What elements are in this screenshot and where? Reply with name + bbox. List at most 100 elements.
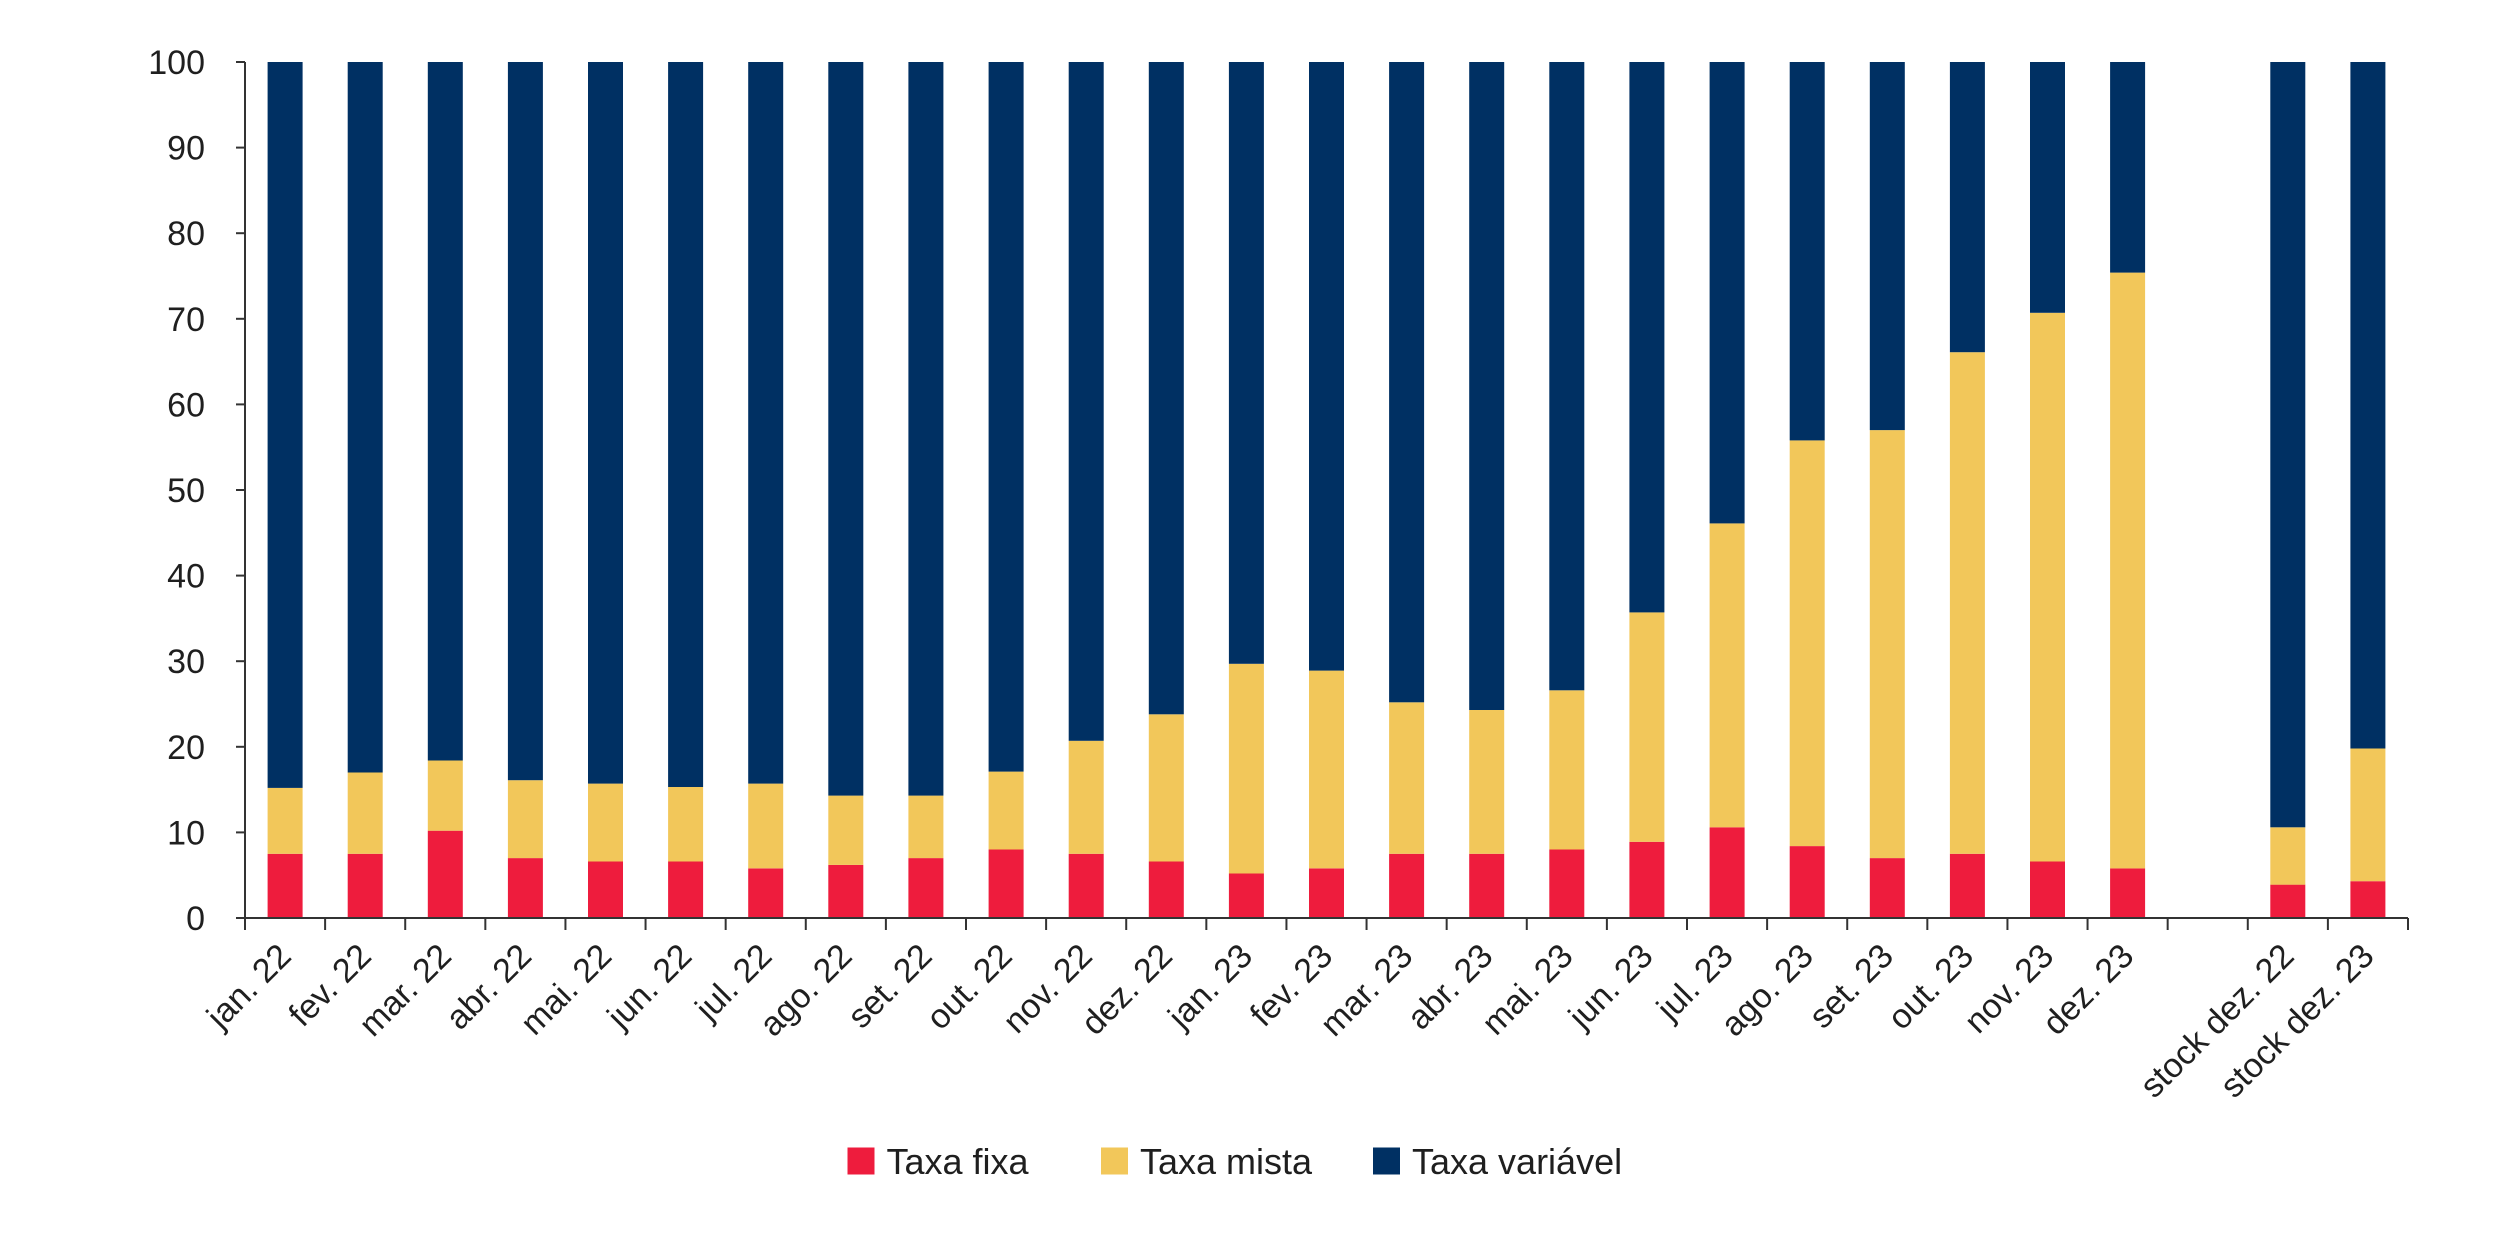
bar-segment-taxa-vari-vel — [1309, 62, 1344, 671]
bar-segment-taxa-vari-vel — [1469, 62, 1505, 710]
bar-segment-taxa-mista — [1549, 690, 1585, 850]
x-tick-label: dez. 22 — [1074, 937, 1180, 1043]
bar-segment-taxa-fixa — [2110, 868, 2146, 918]
bar-segment-taxa-mista — [507, 780, 543, 859]
bar-segment-taxa-vari-vel — [2110, 62, 2146, 273]
bar-segment-taxa-fixa — [1228, 873, 1264, 918]
bar-segment-taxa-mista — [1789, 440, 1825, 847]
bar-segment-taxa-mista — [588, 783, 623, 862]
legend-label: Taxa fixa — [887, 1141, 1030, 1182]
bar-segment-taxa-fixa — [1148, 861, 1184, 918]
bar-segment-taxa-vari-vel — [427, 62, 463, 761]
x-tick-label: mai. 23 — [1475, 937, 1581, 1043]
x-tick-label: mai. 22 — [513, 937, 619, 1043]
bar-segment-taxa-vari-vel — [1949, 62, 1985, 353]
bar-segment-taxa-vari-vel — [1148, 62, 1184, 715]
bar-segment-taxa-fixa — [1949, 853, 1985, 918]
bar-segment-taxa-mista — [1309, 670, 1344, 869]
bar-segment-taxa-fixa — [2030, 861, 2065, 918]
bar-segment-taxa-mista — [828, 795, 864, 865]
bar-segment-taxa-mista — [1068, 740, 1104, 854]
x-tick-label: jun. 22 — [599, 937, 699, 1037]
legend-label: Taxa variável — [1412, 1141, 1622, 1182]
bar-segment-taxa-vari-vel — [1389, 62, 1425, 703]
bar-segment-taxa-fixa — [1469, 853, 1505, 918]
bar-segment-taxa-vari-vel — [347, 62, 383, 773]
y-tick-label: 70 — [167, 301, 205, 339]
bar-segment-taxa-mista — [1709, 523, 1745, 828]
y-tick-label: 90 — [167, 130, 205, 168]
legend-swatch — [1373, 1147, 1400, 1175]
bar-segment-taxa-mista — [1869, 430, 1905, 859]
bar-segment-taxa-fixa — [267, 853, 303, 918]
bar-segment-taxa-fixa — [828, 864, 864, 918]
bar-segment-taxa-vari-vel — [1228, 62, 1264, 664]
y-tick-label: 0 — [186, 900, 205, 938]
y-tick-label: 80 — [167, 215, 205, 253]
bar-segment-taxa-vari-vel — [1709, 62, 1745, 524]
bar-segment-taxa-fixa — [1389, 853, 1425, 918]
bar-segment-taxa-vari-vel — [1068, 62, 1104, 741]
bar-segment-taxa-fixa — [2270, 884, 2306, 918]
bar-segment-taxa-mista — [1228, 663, 1264, 874]
bar-segment-taxa-fixa — [588, 861, 623, 918]
legend-label: Taxa mista — [1140, 1141, 1313, 1182]
bar-segment-taxa-mista — [988, 771, 1024, 850]
bars-layer — [267, 62, 2386, 918]
y-tick-label: 20 — [167, 729, 205, 767]
bar-segment-taxa-mista — [1949, 352, 1985, 854]
bar-segment-taxa-vari-vel — [2030, 62, 2065, 313]
bar-segment-taxa-vari-vel — [2350, 62, 2386, 749]
bar-segment-taxa-mista — [267, 787, 303, 854]
y-tick-label: 40 — [167, 558, 205, 596]
bar-segment-taxa-mista — [2350, 748, 2386, 882]
bar-segment-taxa-mista — [2270, 827, 2306, 885]
x-tick-label: jan. 22 — [199, 937, 299, 1037]
bar-segment-taxa-mista — [668, 787, 704, 862]
bar-segment-taxa-mista — [427, 760, 463, 831]
bar-segment-taxa-fixa — [1869, 858, 1905, 918]
bar-segment-taxa-fixa — [1309, 868, 1344, 918]
bar-segment-taxa-fixa — [427, 830, 463, 918]
bar-segment-taxa-vari-vel — [828, 62, 864, 796]
bar-segment-taxa-fixa — [2350, 881, 2386, 918]
bar-segment-taxa-fixa — [1709, 827, 1745, 918]
bar-segment-taxa-vari-vel — [507, 62, 543, 781]
bar-segment-taxa-vari-vel — [267, 62, 303, 788]
bar-segment-taxa-vari-vel — [1869, 62, 1905, 431]
bar-segment-taxa-vari-vel — [908, 62, 944, 796]
bar-segment-taxa-fixa — [347, 853, 383, 918]
chart-legend: Taxa fixa Taxa mista Taxa variável — [847, 1141, 1622, 1182]
bar-segment-taxa-mista — [1469, 710, 1505, 854]
bar-segment-taxa-fixa — [1789, 846, 1825, 918]
bar-segment-taxa-fixa — [507, 858, 543, 918]
bar-segment-taxa-mista — [1148, 714, 1184, 862]
x-tick-label: dez. 23 — [2036, 937, 2142, 1043]
bar-segment-taxa-mista — [347, 772, 383, 854]
bar-segment-taxa-vari-vel — [2270, 62, 2306, 828]
x-tick-label: jan. 23 — [1160, 937, 1260, 1037]
bar-segment-taxa-vari-vel — [1549, 62, 1585, 691]
bar-segment-taxa-mista — [908, 795, 944, 859]
bar-segment-taxa-vari-vel — [1629, 62, 1665, 613]
x-tick-label: set. 22 — [841, 937, 940, 1036]
bar-segment-taxa-mista — [1389, 702, 1425, 854]
bar-segment-taxa-fixa — [1629, 841, 1665, 918]
y-tick-label: 30 — [167, 643, 205, 681]
bar-segment-taxa-mista — [748, 783, 784, 869]
x-tick-label: jun. 23 — [1561, 937, 1661, 1037]
x-tick-label: set. 23 — [1802, 937, 1901, 1036]
y-tick-label: 100 — [148, 44, 205, 82]
bar-segment-taxa-vari-vel — [588, 62, 623, 784]
bar-segment-taxa-fixa — [988, 849, 1024, 918]
bar-segment-taxa-vari-vel — [668, 62, 704, 787]
bar-segment-taxa-vari-vel — [1789, 62, 1825, 441]
bar-segment-taxa-fixa — [908, 858, 944, 918]
bar-segment-taxa-fixa — [668, 861, 704, 918]
legend-swatch — [847, 1147, 875, 1175]
y-tick-label: 50 — [167, 472, 205, 510]
bar-segment-taxa-mista — [2030, 312, 2065, 862]
legend-swatch — [1101, 1147, 1128, 1175]
